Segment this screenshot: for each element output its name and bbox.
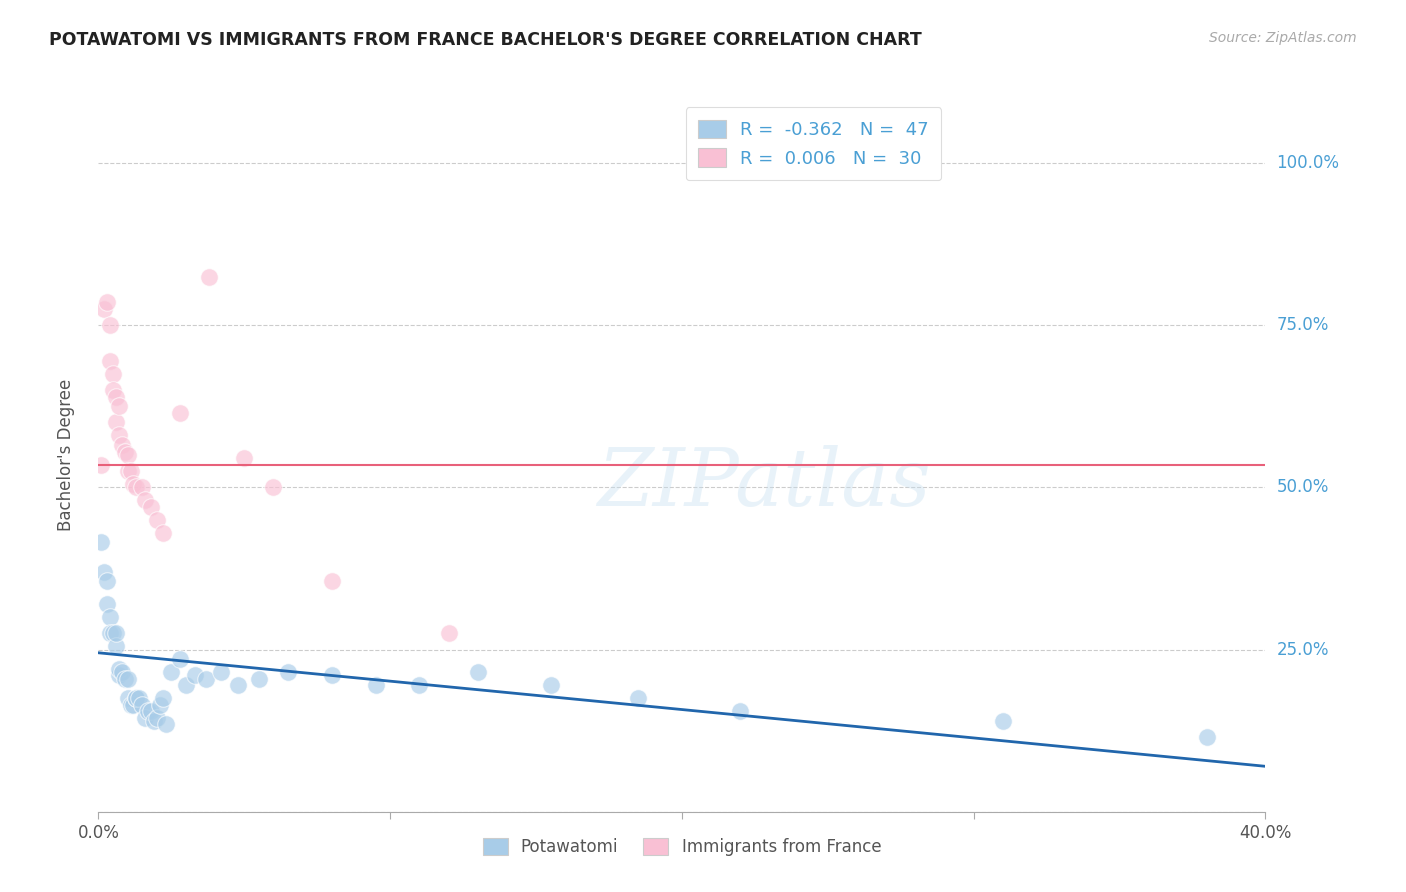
Point — [152, 691, 174, 706]
Point — [198, 269, 221, 284]
Point — [262, 480, 284, 494]
Point — [108, 399, 131, 413]
Point — [627, 691, 650, 706]
Y-axis label: Bachelor's Degree: Bachelor's Degree — [56, 379, 75, 531]
Point — [93, 301, 115, 316]
Point — [321, 668, 343, 682]
Point — [247, 672, 270, 686]
Point — [101, 383, 124, 397]
Point — [117, 464, 139, 478]
Point — [101, 367, 124, 381]
Text: ZIPatlas: ZIPatlas — [598, 445, 931, 522]
Point — [93, 565, 115, 579]
Point — [125, 480, 148, 494]
Point — [149, 698, 172, 712]
Point — [120, 464, 142, 478]
Point — [364, 678, 387, 692]
Point — [991, 714, 1014, 728]
Point — [90, 458, 112, 472]
Point — [104, 390, 127, 404]
Point — [155, 717, 177, 731]
Point — [104, 416, 127, 430]
Point — [169, 406, 191, 420]
Point — [139, 704, 162, 718]
Point — [228, 678, 250, 692]
Text: 100.0%: 100.0% — [1277, 154, 1340, 172]
Point — [108, 428, 131, 442]
Legend: R =  -0.362   N =  47, R =  0.006   N =  30: R = -0.362 N = 47, R = 0.006 N = 30 — [686, 107, 941, 180]
Point — [134, 711, 156, 725]
Point — [108, 662, 131, 676]
Point — [321, 574, 343, 589]
Point — [108, 668, 131, 682]
Point — [114, 672, 136, 686]
Point — [146, 711, 169, 725]
Point — [152, 525, 174, 540]
Point — [128, 691, 150, 706]
Point — [98, 318, 121, 333]
Point — [125, 691, 148, 706]
Point — [101, 626, 124, 640]
Point — [408, 678, 430, 692]
Point — [96, 295, 118, 310]
Point — [104, 626, 127, 640]
Point — [90, 535, 112, 549]
Point — [437, 626, 460, 640]
Point — [111, 665, 134, 680]
Point — [540, 678, 562, 692]
Point — [125, 691, 148, 706]
Point — [111, 438, 134, 452]
Point — [174, 678, 197, 692]
Point — [277, 665, 299, 680]
Point — [117, 672, 139, 686]
Point — [117, 448, 139, 462]
Point — [98, 610, 121, 624]
Point — [142, 714, 165, 728]
Point — [96, 574, 118, 589]
Point — [183, 668, 205, 682]
Point — [136, 704, 159, 718]
Point — [120, 698, 142, 712]
Point — [730, 704, 752, 718]
Point — [114, 444, 136, 458]
Point — [139, 500, 162, 514]
Point — [122, 698, 145, 712]
Point — [134, 493, 156, 508]
Point — [98, 626, 121, 640]
Point — [117, 691, 139, 706]
Point — [195, 672, 218, 686]
Point — [96, 597, 118, 611]
Text: 75.0%: 75.0% — [1277, 316, 1329, 334]
Point — [131, 698, 153, 712]
Point — [122, 477, 145, 491]
Text: 50.0%: 50.0% — [1277, 478, 1329, 496]
Point — [1195, 730, 1218, 744]
Text: 25.0%: 25.0% — [1277, 640, 1329, 658]
Point — [169, 652, 191, 666]
Point — [131, 480, 153, 494]
Point — [160, 665, 183, 680]
Point — [467, 665, 489, 680]
Point — [104, 640, 127, 654]
Point — [817, 156, 839, 170]
Point — [209, 665, 232, 680]
Text: POTAWATOMI VS IMMIGRANTS FROM FRANCE BACHELOR'S DEGREE CORRELATION CHART: POTAWATOMI VS IMMIGRANTS FROM FRANCE BAC… — [49, 31, 922, 49]
Point — [146, 513, 169, 527]
Point — [233, 451, 256, 466]
Point — [98, 354, 121, 368]
Text: Source: ZipAtlas.com: Source: ZipAtlas.com — [1209, 31, 1357, 45]
